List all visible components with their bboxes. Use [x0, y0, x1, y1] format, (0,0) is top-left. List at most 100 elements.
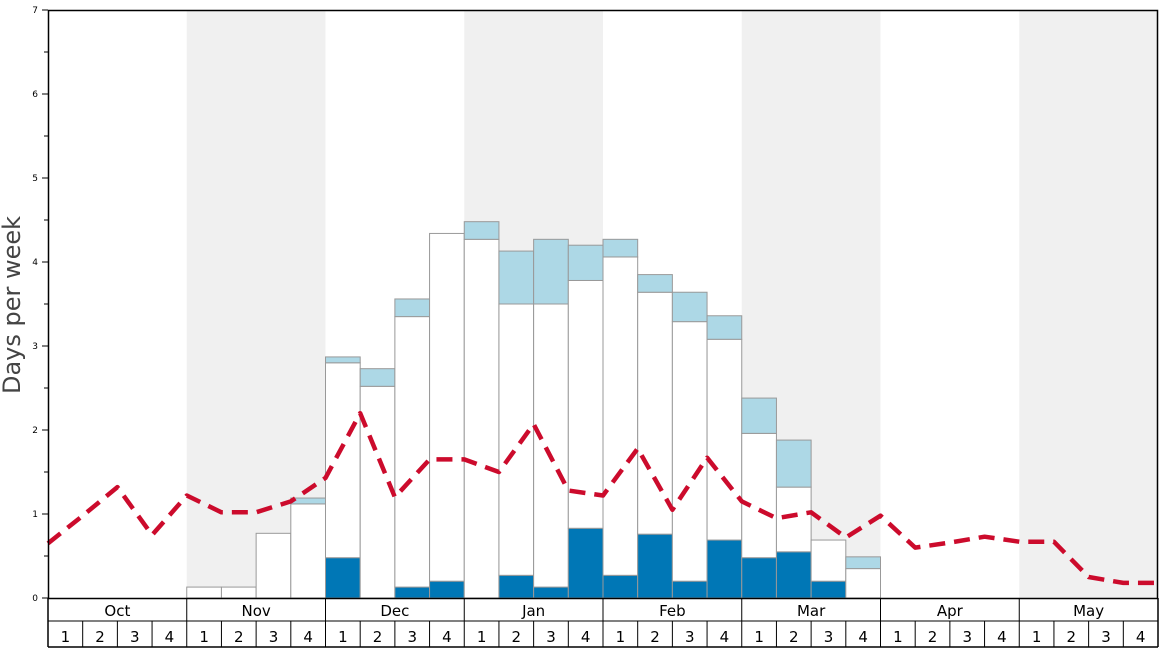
week-label: 1	[1032, 628, 1042, 646]
week-label: 4	[303, 628, 313, 646]
bar-segment-top	[671, 291, 708, 323]
bar-segment-top	[637, 274, 673, 293]
month-label-feb: Feb	[659, 602, 686, 620]
bar-segment-top	[533, 238, 569, 305]
week-label: 1	[477, 628, 487, 646]
x-axis: Oct 1 2 3 4 Nov 1 2 3 4 Dec 1 2 3 4 Jan 1 2 3 4 Feb 1 2 3 4 Mar 1 2…	[47, 598, 1159, 648]
bar-segment-middle	[810, 539, 847, 582]
y-tick-label: 5	[32, 174, 38, 184]
bar-segment-bottom	[567, 527, 604, 599]
week-label: 3	[824, 628, 834, 646]
bar-segment-middle	[255, 532, 292, 599]
bar-segment-middle	[637, 291, 673, 535]
bar-segment-middle	[186, 586, 222, 599]
bar-segment-middle	[394, 316, 431, 588]
y-tick-label: 3	[32, 342, 38, 352]
bar-segment-middle	[706, 338, 743, 541]
week-label: 1	[338, 628, 348, 646]
week-label: 1	[616, 628, 626, 646]
bar-segment-bottom	[394, 586, 431, 599]
month-label-oct: Oct	[104, 602, 130, 620]
y-axis-label: Days per week	[0, 216, 26, 394]
week-label: 2	[1067, 628, 1077, 646]
month-label-may: May	[1073, 602, 1104, 620]
month-band-may	[1019, 10, 1158, 598]
bar-segment-middle	[498, 303, 535, 576]
y-tick-label: 4	[32, 258, 38, 268]
week-label: 3	[407, 628, 417, 646]
bar-segment-top	[845, 556, 881, 570]
bar-segment-middle	[741, 432, 777, 559]
average-line	[46, 410, 1158, 586]
y-tick-label: 2	[32, 426, 38, 436]
y-tick-label: 7	[32, 6, 38, 16]
week-label: 4	[442, 628, 452, 646]
week-label: 4	[858, 628, 868, 646]
bar-segment-top	[775, 439, 812, 488]
week-label: 4	[581, 628, 591, 646]
bar-segment-bottom	[775, 551, 812, 599]
week-label: 1	[893, 628, 903, 646]
bar-segment-bottom	[498, 574, 535, 599]
week-label: 2	[512, 628, 522, 646]
bar-segment-middle	[290, 503, 326, 599]
week-label: 3	[269, 628, 279, 646]
bar-segment-top	[741, 397, 777, 434]
bar-segment-top	[394, 298, 431, 318]
week-label: 4	[720, 628, 730, 646]
bar-segment-bottom	[741, 557, 777, 599]
week-label: 1	[754, 628, 764, 646]
week-label: 3	[546, 628, 556, 646]
bar-segment-bottom	[429, 580, 465, 599]
week-label: 4	[1136, 628, 1146, 646]
stacked-bars	[186, 221, 881, 599]
bar-segment-top	[463, 221, 500, 240]
bar-segment-middle	[533, 303, 569, 588]
month-label-mar: Mar	[797, 602, 826, 620]
week-label: 3	[962, 628, 972, 646]
month-label-apr: Apr	[937, 602, 964, 620]
bar-segment-middle	[325, 362, 361, 559]
bar-segment-bottom	[671, 580, 708, 599]
bar-segment-bottom	[810, 580, 847, 599]
bar-segment-bottom	[706, 539, 743, 599]
bar-segment-bottom	[637, 533, 673, 599]
bar-segment-middle	[429, 232, 465, 582]
month-label-jan: Jan	[521, 602, 545, 620]
week-label: 2	[789, 628, 799, 646]
week-label: 3	[1101, 628, 1111, 646]
bar-segment-middle	[220, 586, 257, 599]
bar-segment-middle	[359, 385, 396, 599]
bar-segment-bottom	[325, 557, 361, 599]
month-label-nov: Nov	[241, 602, 270, 620]
bar-segment-bottom	[533, 586, 569, 599]
bar-segment-bottom	[602, 574, 639, 599]
week-label: 3	[685, 628, 695, 646]
y-tick-label: 1	[32, 510, 38, 520]
bar-segment-middle	[567, 279, 604, 529]
bar-segment-top	[359, 368, 396, 387]
week-label: 4	[165, 628, 175, 646]
week-label: 1	[61, 628, 71, 646]
bar-segment-top	[602, 238, 639, 258]
week-label: 2	[650, 628, 660, 646]
y-axis: 0 1 2 3 4 5 6 7	[32, 6, 48, 604]
bar-segment-middle	[671, 321, 708, 582]
week-label: 2	[928, 628, 938, 646]
bar-segment-middle	[845, 568, 881, 599]
week-label: 2	[95, 628, 105, 646]
week-label: 1	[199, 628, 209, 646]
week-label: 4	[997, 628, 1007, 646]
bar-segment-middle	[463, 238, 500, 599]
week-label: 2	[234, 628, 244, 646]
bar-segment-top	[567, 244, 604, 281]
average-line-layer	[46, 410, 1158, 586]
bar-segment-top	[706, 315, 743, 340]
bar-segment-middle	[602, 256, 639, 576]
y-tick-label: 6	[32, 90, 38, 100]
week-label: 3	[130, 628, 140, 646]
y-tick-label: 0	[32, 594, 38, 604]
month-label-dec: Dec	[380, 602, 409, 620]
